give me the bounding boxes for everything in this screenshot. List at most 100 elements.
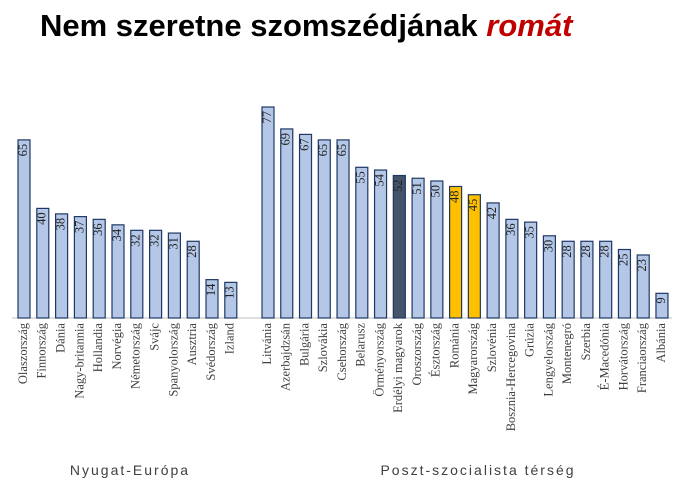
title-emphasis: romát	[486, 8, 574, 43]
x-tick-label: Izland	[223, 322, 237, 354]
bar	[449, 185, 463, 319]
bar	[205, 279, 219, 319]
x-tick-label: Norvégia	[110, 323, 124, 370]
title-text: Nem szeretne szomszédjának	[40, 8, 478, 43]
bar	[430, 180, 444, 319]
x-tick-label: Lengyelország	[541, 322, 555, 396]
value-label: 28	[598, 245, 612, 258]
value-label: 23	[635, 259, 649, 272]
x-tick-label: Albánia	[654, 323, 668, 363]
x-tick-label: Szlovénia	[485, 323, 499, 373]
bar	[73, 216, 88, 319]
bar	[17, 139, 31, 319]
bar	[36, 207, 50, 319]
x-tick-label: Szerbia	[579, 323, 593, 361]
chart-title: Nem szeretne szomszédjának romát	[40, 8, 574, 43]
x-tick-label: Bosznia-Hercegovina	[504, 323, 518, 432]
x-tick-label: Svájc	[147, 323, 161, 351]
value-label: 45	[466, 199, 480, 212]
bar	[149, 229, 163, 319]
bar	[261, 106, 275, 319]
x-tick-label: Magyarország	[466, 322, 480, 394]
bar	[186, 240, 200, 319]
x-tick-label: Azerbajdzsán	[279, 322, 293, 391]
bar	[467, 194, 481, 319]
value-label: 36	[91, 223, 105, 236]
x-tick-label: Finnország	[35, 322, 49, 378]
x-tick-label: Németország	[129, 322, 143, 389]
x-tick-label: Bulgária	[297, 323, 311, 366]
value-label: 38	[53, 218, 67, 231]
x-tick-label: Grúzia	[523, 323, 537, 357]
value-label: 42	[485, 207, 499, 220]
x-tick-label: Horvátország	[616, 322, 630, 390]
value-label: 28	[185, 245, 199, 258]
x-tick-label: Csehország	[335, 322, 349, 380]
value-label: 48	[447, 190, 461, 203]
value-label: 51	[410, 182, 424, 195]
bar	[655, 292, 669, 319]
value-label: 28	[579, 245, 593, 258]
x-tick-label: Franciaország	[635, 322, 649, 393]
bar	[505, 218, 519, 319]
x-tick-label: Észtország	[429, 322, 443, 377]
value-label: 77	[260, 111, 274, 124]
x-tick-label: Erdélyi magyarok	[391, 322, 405, 413]
value-label: 69	[279, 133, 293, 146]
x-tick-label: Hollandia	[91, 323, 105, 373]
bar	[298, 133, 313, 319]
value-label: 40	[35, 212, 49, 225]
bar	[280, 128, 294, 319]
value-label: 67	[297, 138, 311, 151]
value-label: 65	[16, 144, 30, 157]
bar	[599, 240, 613, 319]
bar	[111, 224, 125, 319]
bar	[561, 240, 575, 319]
group-label: Nyugat-Európa	[70, 462, 190, 478]
x-tick-label: Románia	[447, 323, 461, 369]
bar	[486, 202, 500, 319]
bar	[392, 174, 406, 319]
value-label: 32	[147, 234, 161, 247]
value-label: 25	[616, 254, 630, 267]
value-label: 31	[166, 237, 180, 250]
value-label: 14	[204, 283, 218, 296]
value-label: 65	[316, 144, 330, 157]
value-label: 52	[391, 180, 405, 193]
bar	[336, 139, 350, 319]
x-tick-label: Montenegró	[560, 323, 574, 384]
bar	[373, 169, 388, 319]
value-label: 50	[429, 185, 443, 198]
x-tick-label: Spanyolország	[166, 322, 180, 396]
group-label: Poszt-szocialista térség	[380, 462, 575, 478]
x-tick-label: Belarusz	[354, 323, 368, 367]
bar	[317, 139, 331, 319]
x-tick-label: Oroszország	[410, 322, 424, 385]
bar	[524, 221, 538, 319]
bar	[54, 213, 69, 319]
bar	[580, 240, 594, 319]
bar	[542, 235, 557, 319]
x-tick-label: Ausztria	[185, 323, 199, 366]
bar	[92, 218, 106, 319]
x-tick-label: Szlovákia	[316, 323, 330, 373]
value-label: 35	[523, 226, 537, 239]
value-label: 37	[72, 221, 86, 234]
value-label: 55	[354, 171, 368, 184]
bar	[224, 281, 238, 319]
x-tick-label: Litvánia	[260, 323, 274, 365]
x-tick-label: Dánia	[53, 323, 67, 353]
bar	[167, 232, 181, 319]
bar	[355, 166, 369, 319]
x-tick-label: Olaszország	[16, 322, 30, 384]
x-tick-label: Örményország	[372, 322, 386, 396]
bar	[617, 248, 632, 319]
value-label: 13	[223, 286, 237, 299]
x-tick-label: Svédország	[204, 322, 218, 380]
x-tick-label: Nagy-britannia	[72, 323, 86, 399]
bar	[636, 254, 650, 319]
value-label: 9	[654, 297, 668, 303]
bar	[130, 229, 144, 319]
x-tick-label: É-Macedónia	[598, 323, 612, 391]
value-label: 54	[372, 173, 386, 186]
